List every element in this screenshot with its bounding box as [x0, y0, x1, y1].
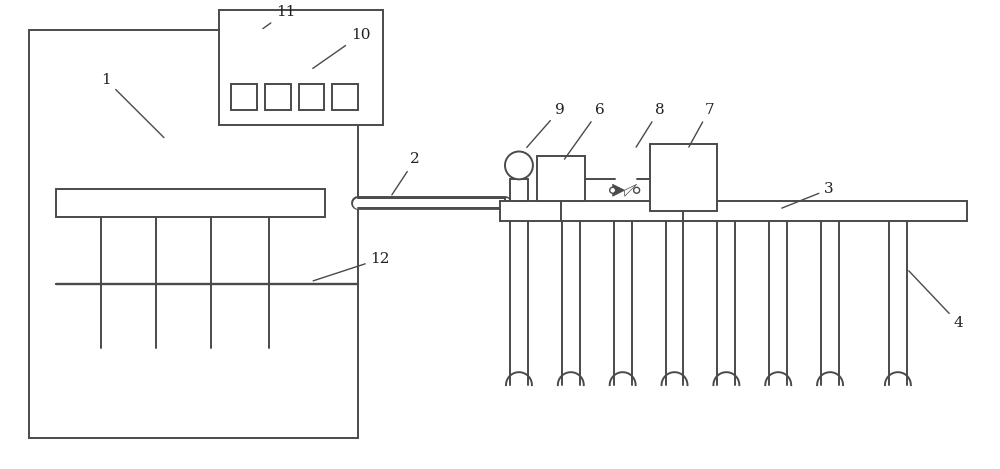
Circle shape [634, 187, 640, 193]
Text: 8: 8 [636, 103, 664, 147]
Polygon shape [625, 184, 637, 196]
Circle shape [236, 37, 262, 63]
Bar [265, 84, 291, 110]
Bar [231, 84, 257, 110]
Text: 4: 4 [909, 271, 964, 331]
Polygon shape [169, 353, 251, 418]
Text: 6: 6 [564, 103, 605, 159]
Polygon shape [66, 353, 141, 418]
Text: 7: 7 [689, 103, 714, 147]
Text: 3: 3 [782, 182, 834, 208]
Circle shape [271, 37, 297, 63]
Polygon shape [613, 184, 625, 196]
Text: 11: 11 [263, 5, 295, 29]
Bar [299, 84, 324, 110]
Circle shape [306, 37, 331, 63]
Text: 9: 9 [527, 103, 565, 147]
Text: 12: 12 [313, 252, 390, 281]
Bar [29, 30, 358, 438]
Bar [219, 10, 383, 125]
Text: 10: 10 [313, 28, 370, 68]
Circle shape [610, 187, 616, 193]
Text: 2: 2 [392, 152, 420, 195]
Text: 1: 1 [101, 73, 164, 137]
Polygon shape [116, 353, 196, 418]
Bar [650, 144, 717, 211]
Bar [510, 179, 528, 201]
Bar [332, 84, 358, 110]
Bar [500, 201, 967, 221]
Bar [537, 157, 585, 201]
Circle shape [505, 151, 533, 179]
Circle shape [340, 37, 366, 63]
Bar [56, 189, 325, 217]
Polygon shape [223, 353, 309, 418]
